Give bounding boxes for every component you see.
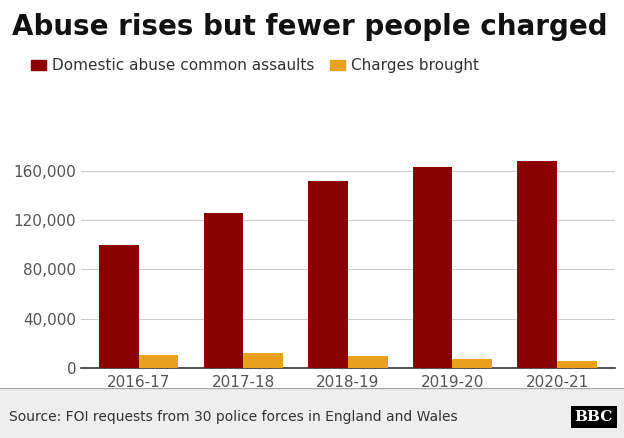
Text: Source: FOI requests from 30 police forces in England and Wales: Source: FOI requests from 30 police forc… [9,410,458,424]
Bar [517,161,557,368]
Bar [243,353,283,368]
Bar [348,356,388,368]
Bar [557,360,597,368]
Text: Abuse rises but fewer people charged: Abuse rises but fewer people charged [12,13,608,41]
Bar [412,167,452,368]
Bar [308,181,348,368]
Text: BBC: BBC [575,410,613,424]
Bar [203,213,243,368]
Legend: Domestic abuse common assaults, Charges brought: Domestic abuse common assaults, Charges … [25,52,485,79]
Bar [452,359,492,368]
Bar [139,355,178,368]
Bar [99,245,139,368]
